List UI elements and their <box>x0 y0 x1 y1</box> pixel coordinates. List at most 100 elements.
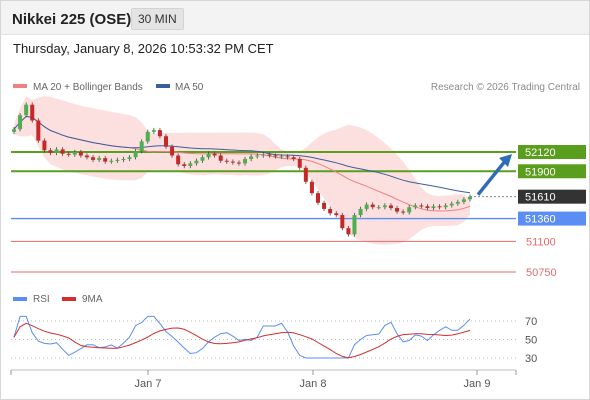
level-label-51100: 51100 <box>526 236 556 248</box>
legend-ma50: MA 50 <box>156 82 204 93</box>
candle-body <box>449 203 454 206</box>
ma50-line <box>13 115 471 194</box>
candle-body <box>230 161 235 163</box>
candle-body <box>346 228 351 235</box>
candle-body <box>255 155 260 157</box>
level-tag-52120 <box>518 145 586 159</box>
rsi-tick-30: 30 <box>525 353 537 365</box>
candle-body <box>48 150 53 153</box>
candle-body <box>145 131 150 142</box>
candle-body <box>461 199 466 202</box>
candle-body <box>78 152 83 156</box>
candle-body <box>455 201 460 204</box>
x-tick-label: Jan 8 <box>300 378 327 390</box>
credit-text: Research © 2026 Trading Central <box>431 82 580 93</box>
candle-body <box>352 215 357 235</box>
legend-rsi-swatch <box>13 297 27 301</box>
candle-body <box>297 159 302 168</box>
candle-body <box>425 206 430 209</box>
rsi-panel: 70 50 30 <box>11 315 537 365</box>
candle-body <box>261 154 266 156</box>
candle-body <box>443 205 448 208</box>
candle-body <box>316 193 320 203</box>
timeframe-badge[interactable]: 30 MIN <box>131 8 184 30</box>
forecast-arrow <box>476 154 512 196</box>
candle-body <box>468 196 472 200</box>
timestamp: Thursday, January 8, 2026 10:53:32 PM CE… <box>13 41 274 56</box>
candle-body <box>72 152 77 155</box>
candle-body <box>388 205 393 209</box>
candle-body <box>267 154 272 156</box>
legend-bollinger: MA 20 + Bollinger Bands <box>13 82 143 93</box>
candle-body <box>206 153 211 158</box>
candle-body <box>54 149 59 153</box>
candle-body <box>431 206 436 209</box>
candle-body <box>249 156 254 160</box>
candle-body <box>42 140 47 151</box>
level-label-52120: 52120 <box>525 147 556 159</box>
candle-body <box>382 205 387 208</box>
candle-body <box>291 157 296 160</box>
candle-body <box>133 151 138 158</box>
candle-body <box>60 149 65 154</box>
candle-body <box>236 162 241 164</box>
rsi-legend: RSI 9MA <box>13 294 103 305</box>
rsi-tick-50: 50 <box>525 335 537 347</box>
candle-body <box>121 159 126 161</box>
candle-body <box>370 204 375 208</box>
candle-body <box>401 211 406 213</box>
candle-body <box>395 208 400 212</box>
legend-rsi-label: RSI <box>33 294 50 305</box>
legend-bollinger-swatch <box>13 84 27 88</box>
candle-body <box>151 130 156 132</box>
candle-body <box>18 115 23 130</box>
x-axis: Jan 7 Jan 8 Jan 9 <box>10 370 517 390</box>
legend-rsi-ma-label: 9MA <box>82 294 103 305</box>
candle-body <box>97 158 102 160</box>
candle-body <box>212 153 217 156</box>
legend-ma50-label: MA 50 <box>175 82 204 93</box>
forecast-arrow-head <box>499 154 512 167</box>
candles <box>12 102 472 237</box>
candle-body <box>157 130 162 137</box>
candle-body <box>358 208 363 216</box>
candle-body <box>407 207 412 213</box>
candle-body <box>170 146 175 156</box>
candle-body <box>66 153 71 155</box>
candle-body <box>328 208 333 214</box>
candle-body <box>12 129 16 132</box>
candle-body <box>364 204 369 209</box>
level-tag-51610 <box>518 189 586 204</box>
candle-body <box>103 158 108 162</box>
level-labels: 52120 51900 51610 51360 51100 50750 <box>518 145 586 279</box>
candle-body <box>164 136 168 147</box>
x-tick-label: Jan 9 <box>464 378 491 390</box>
rsi-ma-line <box>13 322 471 359</box>
candle-body <box>243 159 248 164</box>
candle-body <box>340 215 345 229</box>
candle-body <box>84 155 89 158</box>
level-tag-51900 <box>518 164 586 179</box>
candle-body <box>115 159 120 161</box>
candle-body <box>91 157 96 160</box>
candle-body <box>176 155 181 165</box>
candle-body <box>109 160 114 162</box>
moving-averages <box>13 115 471 212</box>
candle-body <box>322 202 327 209</box>
level-label-51360: 51360 <box>525 214 556 226</box>
candle-body <box>194 160 199 164</box>
candle-body <box>437 206 442 208</box>
level-label-51900: 51900 <box>525 166 556 178</box>
forecast-arrow-shaft <box>476 158 508 196</box>
level-label-51610: 51610 <box>525 192 556 204</box>
candle-body <box>139 141 144 152</box>
candle-body <box>218 155 223 161</box>
candle-body <box>127 157 132 160</box>
candle-body <box>413 205 418 208</box>
level-tag-51360 <box>518 211 586 226</box>
legend-rsi-ma-swatch <box>62 297 76 301</box>
candle-body <box>419 205 424 207</box>
instrument-title: Nikkei 225 (OSE) <box>12 11 132 28</box>
level-label-50750: 50750 <box>526 267 557 279</box>
candle-body <box>376 207 381 209</box>
